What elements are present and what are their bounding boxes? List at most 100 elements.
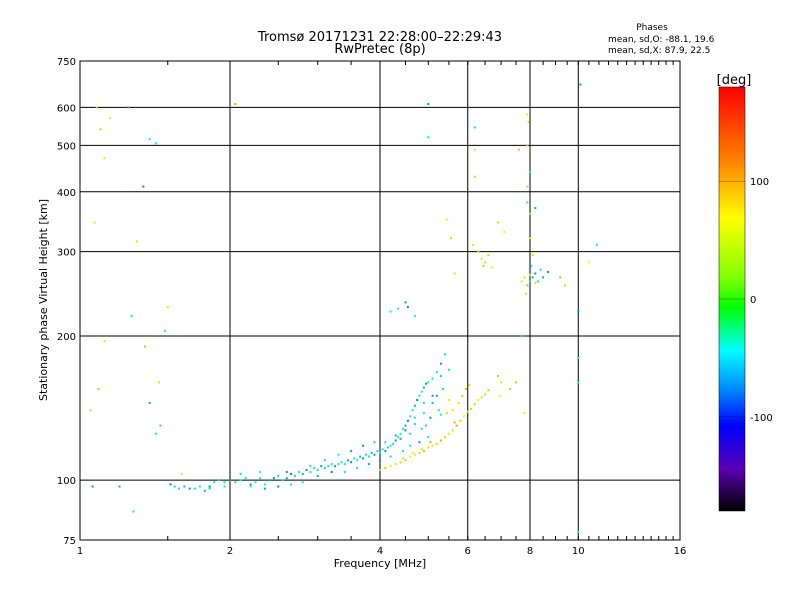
data-point	[409, 455, 412, 458]
data-point	[309, 471, 312, 473]
data-point	[343, 463, 346, 466]
data-point	[577, 381, 580, 384]
data-point	[466, 410, 469, 413]
y-tick-label: 500	[57, 141, 76, 152]
data-point	[353, 457, 356, 460]
data-point	[350, 450, 353, 453]
data-point	[480, 396, 483, 399]
data-point	[459, 419, 462, 422]
data-point	[409, 444, 412, 447]
data-point	[103, 157, 106, 160]
data-point	[445, 412, 448, 415]
data-point	[463, 415, 466, 418]
data-point	[392, 443, 395, 445]
data-point	[118, 485, 121, 488]
data-point	[208, 485, 211, 488]
data-point	[389, 455, 392, 458]
data-point	[135, 240, 138, 243]
data-point	[470, 407, 473, 410]
plot-grid	[80, 61, 680, 540]
data-point	[447, 432, 450, 435]
data-point	[320, 465, 323, 468]
x-axis-ticks: 1 2 4 6 8 10 16	[77, 61, 686, 557]
data-point	[173, 485, 176, 488]
data-point	[427, 136, 430, 139]
data-point	[447, 399, 450, 401]
data-point	[316, 469, 319, 471]
data-point	[268, 479, 271, 482]
data-point	[301, 473, 304, 475]
data-point	[289, 483, 292, 486]
y-tick-label: 300	[57, 248, 76, 259]
data-point	[439, 362, 442, 365]
data-point	[534, 207, 537, 209]
data-point	[148, 138, 151, 141]
data-point	[449, 237, 452, 240]
x-tick-label: 6	[465, 546, 471, 557]
data-point	[99, 128, 102, 131]
data-point	[484, 393, 487, 396]
y-axis-label: Stationary phase Virtual Height [km]	[37, 199, 50, 401]
data-point	[527, 120, 530, 123]
data-point	[313, 467, 316, 469]
data-point	[515, 381, 517, 384]
data-point	[223, 481, 226, 484]
colorbar-tick-label: 0	[750, 295, 756, 306]
data-point	[399, 437, 402, 440]
data-point	[239, 479, 242, 482]
colorbar-tick-label: -100	[750, 413, 773, 424]
data-point	[435, 443, 438, 445]
data-point	[531, 276, 534, 279]
data-point	[384, 467, 387, 469]
data-point	[523, 276, 526, 279]
data-point	[316, 475, 319, 477]
data-point	[254, 481, 257, 484]
data-point	[427, 446, 430, 449]
data-point	[473, 403, 476, 406]
data-point	[259, 477, 262, 480]
data-point	[526, 284, 529, 287]
data-point	[482, 265, 485, 267]
data-point	[404, 301, 407, 304]
data-point	[406, 305, 409, 308]
data-point	[411, 409, 414, 412]
data-point	[309, 465, 312, 468]
data-point	[365, 453, 367, 456]
data-points	[89, 83, 598, 533]
data-point	[183, 485, 186, 488]
data-point	[484, 261, 487, 264]
colorbar-label: [deg]	[717, 73, 752, 88]
data-point	[468, 384, 471, 386]
data-point	[379, 469, 381, 471]
data-point	[420, 448, 423, 451]
data-point	[409, 432, 412, 435]
data-point	[399, 461, 402, 464]
data-point	[154, 142, 157, 145]
data-point	[109, 117, 112, 120]
y-axis-ticks: 75 100 200 300 400 500 600 750	[57, 57, 76, 547]
data-point	[249, 485, 252, 488]
data-point	[577, 356, 580, 359]
data-point	[397, 307, 400, 310]
data-point	[394, 463, 397, 466]
data-point	[563, 284, 566, 287]
data-point	[472, 243, 475, 246]
data-point	[127, 106, 130, 109]
data-point	[418, 451, 421, 454]
data-point	[157, 381, 160, 384]
data-point	[413, 423, 416, 425]
data-point	[330, 463, 333, 466]
stats-heading: Phases	[636, 23, 668, 33]
data-point	[497, 221, 499, 224]
data-point	[337, 463, 340, 466]
data-point	[534, 272, 537, 275]
data-point	[542, 276, 545, 279]
data-point	[404, 459, 407, 462]
data-point	[577, 530, 580, 533]
data-point	[537, 280, 539, 283]
data-point	[399, 432, 402, 435]
data-point	[148, 401, 151, 404]
data-point	[389, 465, 392, 468]
data-point	[477, 399, 480, 401]
